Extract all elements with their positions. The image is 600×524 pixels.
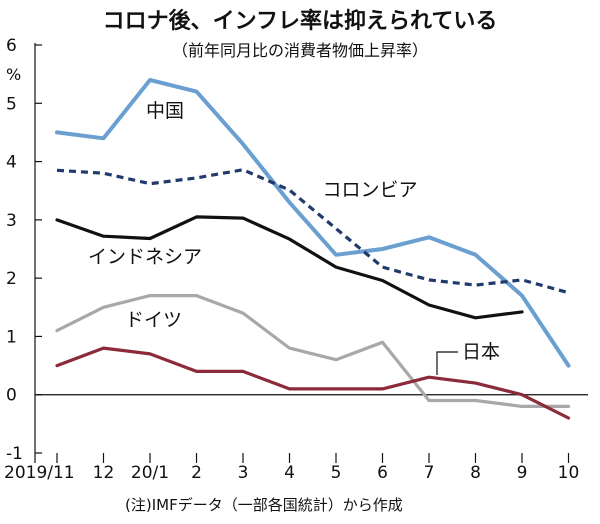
series-line-0 <box>55 78 571 368</box>
y-tick-label: 6 <box>6 36 17 56</box>
series-layer <box>55 78 571 420</box>
series-line-2 <box>55 215 524 320</box>
series-label-2: インドネシア <box>88 246 202 268</box>
y-tick-label: 5 <box>6 94 17 114</box>
x-tick-label: 2019/11 <box>4 463 75 483</box>
y-tick-label: -1 <box>6 444 23 464</box>
chart-subtitle: （前年同月比の消費者物価上昇率） <box>172 41 428 60</box>
chart-title: コロナ後、インフレ率は抑えられている <box>103 8 498 34</box>
x-tick-label: 20/1 <box>131 463 169 483</box>
x-tick-label: 3 <box>238 463 249 483</box>
x-tick-label: 8 <box>470 463 481 483</box>
leader-line-japan <box>436 351 458 375</box>
x-tick-label: 5 <box>331 463 342 483</box>
series-label-0: 中国 <box>146 100 184 122</box>
x-tick-label: 6 <box>377 463 388 483</box>
x-tick-label: 9 <box>517 463 528 483</box>
x-tick-label: 10 <box>558 463 580 483</box>
x-tick-label: 7 <box>424 463 435 483</box>
y-tick-label: 3 <box>6 211 17 231</box>
series-label-4: 日本 <box>462 341 500 363</box>
series-line-1 <box>56 168 569 295</box>
series-label-3: ドイツ <box>125 309 182 331</box>
y-tick-label: 4 <box>6 153 17 173</box>
y-tick-label: 1 <box>6 327 17 347</box>
y-tick-label: 0 <box>6 386 17 406</box>
footnote: (注)IMFデータ（一部各国統計）から作成 <box>125 496 403 514</box>
series-line-3 <box>55 294 571 408</box>
series-line-4 <box>55 346 571 420</box>
y-unit-label: % <box>6 65 21 84</box>
x-tick-label: 12 <box>93 463 115 483</box>
y-tick-label: 2 <box>6 269 17 289</box>
series-label-1: コロンビア <box>322 179 417 201</box>
x-tick-label: 2 <box>191 463 202 483</box>
x-tick-label: 4 <box>284 463 295 483</box>
